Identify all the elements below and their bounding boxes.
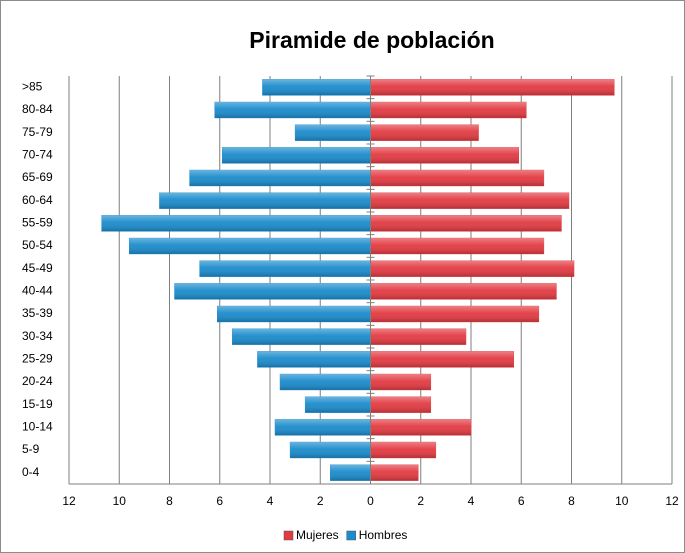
x-tick-label: 12 [62,494,76,508]
bar-shine [199,260,371,277]
y-tick-label: 0-4 [22,465,40,479]
y-tick-label: 30-34 [22,329,53,343]
x-tick-label: 10 [113,494,127,508]
x-tick-label: 10 [615,494,629,508]
y-tick-label: 15-19 [22,397,53,411]
y-tick-label: 60-64 [22,193,53,207]
bar-shine [370,328,466,345]
bar-shine [214,102,371,118]
y-tick-label: 40-44 [22,284,53,298]
bar-shine [370,283,557,300]
bar-shine [370,351,514,368]
bar-shine [370,464,419,481]
bar-shine [257,351,371,368]
x-tick-label: 8 [166,494,173,508]
legend-swatch [283,530,294,541]
bar-shine [275,419,371,436]
bar-shine [330,464,371,481]
bar-shine [280,374,371,390]
bar-shine [101,215,371,232]
bar-shine [217,306,371,322]
bar-shine [370,79,615,96]
bar-shine [222,147,371,164]
x-tick-label: 0 [367,494,374,508]
y-tick-label: 10-14 [22,420,53,434]
y-tick-label: 75-79 [22,125,53,139]
bar-shine [370,147,519,164]
bar-shine [295,124,371,141]
bar-shine [370,419,471,436]
y-tick-label: 5-9 [22,442,40,456]
y-tick-label: 70-74 [22,148,53,162]
y-tick-label: 65-69 [22,170,53,184]
y-tick-label: 25-29 [22,352,53,366]
legend-label: Mujeres [296,528,339,542]
bar-shine [370,124,479,141]
x-tick-label: 8 [568,494,575,508]
bar-shine [129,238,371,254]
y-tick-label: 45-49 [22,261,53,275]
y-tick-label: 55-59 [22,216,53,230]
y-tick-label: 50-54 [22,238,53,252]
bar-shine [174,283,371,300]
x-tick-label: 6 [216,494,223,508]
bar-shine [370,215,562,232]
bar-shine [370,396,431,413]
bar-shine [370,170,544,186]
bar-shine [370,374,431,390]
bar-shine [189,170,371,186]
y-tick-label: >85 [22,80,43,94]
y-tick-label: 80-84 [22,102,53,116]
y-tick-label: 35-39 [22,306,53,320]
x-tick-label: 6 [518,494,525,508]
bar-shine [159,192,371,209]
bar-shine [370,442,436,458]
x-tick-label: 4 [468,494,475,508]
x-tick-label: 12 [665,494,679,508]
legend-label: Hombres [359,528,408,542]
bar-shine [370,238,544,254]
bar-shine [370,306,539,322]
bar-shine [232,328,371,345]
x-tick-label: 4 [267,494,274,508]
x-tick-label: 2 [417,494,424,508]
bar-shine [305,396,371,413]
bar-shine [290,442,371,458]
chart-title: Piramide de población [249,27,494,53]
bar-shine [262,79,371,96]
bar-shine [370,102,527,118]
y-tick-label: 20-24 [22,374,53,388]
bar-shine [370,192,569,209]
bar-shine [370,260,575,277]
x-tick-label: 2 [317,494,324,508]
legend-swatch [346,530,356,541]
